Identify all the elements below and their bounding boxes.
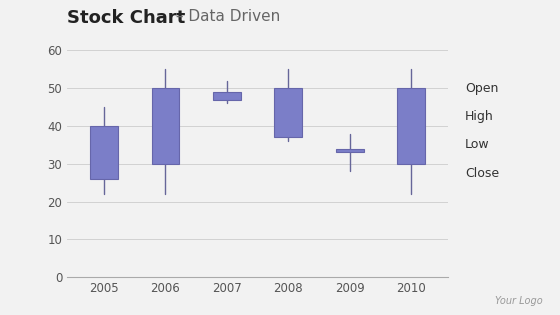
- Bar: [398, 88, 425, 164]
- Bar: [152, 88, 179, 164]
- Text: Your Logo: Your Logo: [496, 295, 543, 306]
- Text: – Data Driven: – Data Driven: [171, 9, 280, 25]
- Text: Stock Chart: Stock Chart: [67, 9, 185, 27]
- Bar: [336, 149, 363, 152]
- Text: Open: Open: [465, 82, 498, 95]
- Bar: [274, 88, 302, 137]
- Bar: [90, 126, 118, 179]
- Text: Low: Low: [465, 138, 489, 152]
- Text: Close: Close: [465, 167, 499, 180]
- Bar: [213, 92, 241, 100]
- Text: High: High: [465, 110, 493, 123]
